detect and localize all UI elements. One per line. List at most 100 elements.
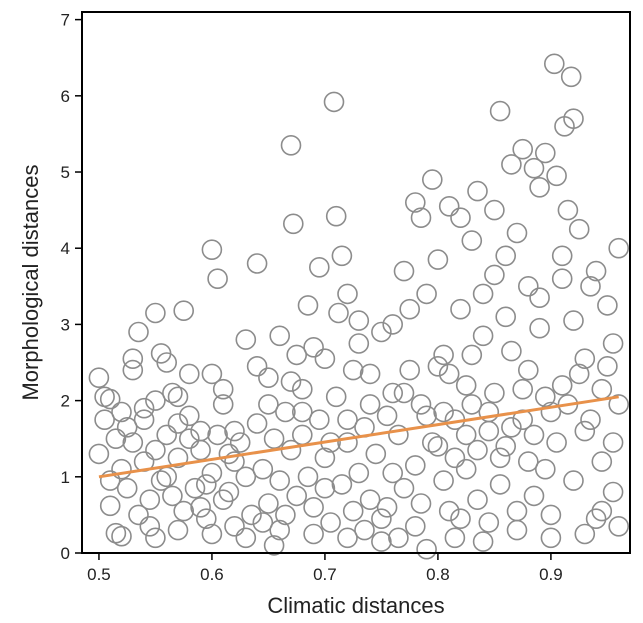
data-point-128 xyxy=(416,405,437,427)
data-point-85 xyxy=(543,53,565,75)
data-point-57 xyxy=(388,527,409,549)
data-point-116 xyxy=(489,474,511,495)
data-point-41 xyxy=(303,336,324,358)
data-point-231 xyxy=(478,401,500,423)
data-point-53 xyxy=(359,394,381,415)
data-point-172 xyxy=(167,447,189,469)
data-point-193 xyxy=(359,363,381,385)
data-point-81 xyxy=(523,157,545,179)
data-point-210 xyxy=(246,355,268,377)
data-point-62 xyxy=(416,538,437,560)
data-point-246 xyxy=(421,432,443,453)
data-point-162 xyxy=(224,515,245,537)
y-tick-label-6: 6 xyxy=(61,87,70,106)
data-point-230 xyxy=(467,439,488,461)
data-point-70 xyxy=(461,230,483,251)
data-point-12 xyxy=(139,515,161,537)
data-point-158 xyxy=(246,413,268,434)
data-point-156 xyxy=(258,493,279,514)
data-point-6 xyxy=(111,525,132,547)
data-point-3 xyxy=(88,443,110,465)
data-point-147 xyxy=(308,409,330,431)
data-point-77 xyxy=(501,154,522,175)
data-point-134 xyxy=(382,462,404,484)
data-point-13 xyxy=(145,302,166,324)
x-tick-label-1: 0.6 xyxy=(200,565,224,584)
data-point-24 xyxy=(201,363,223,385)
data-point-35 xyxy=(275,504,296,526)
data-point-165 xyxy=(207,424,228,446)
data-point-221 xyxy=(404,515,426,537)
y-tick-label-7: 7 xyxy=(61,11,70,30)
data-point-80 xyxy=(517,451,539,472)
data-point-208 xyxy=(314,348,336,370)
data-point-209 xyxy=(280,371,302,392)
data-point-111 xyxy=(517,359,539,381)
data-point-95 xyxy=(585,508,607,530)
data-point-203 xyxy=(484,264,505,286)
data-point-9 xyxy=(122,359,144,381)
data-point-201 xyxy=(551,245,573,267)
data-point-168 xyxy=(190,439,211,461)
data-point-186 xyxy=(133,409,155,431)
data-point-247 xyxy=(410,394,432,415)
data-point-155 xyxy=(263,428,285,450)
data-point-32 xyxy=(258,367,279,389)
data-point-145 xyxy=(320,512,341,533)
data-point-101 xyxy=(602,333,624,354)
data-point-56 xyxy=(382,382,404,404)
data-point-207 xyxy=(348,333,370,354)
data-point-120 xyxy=(467,489,488,511)
data-point-188 xyxy=(190,420,211,442)
data-point-202 xyxy=(517,275,539,297)
data-point-49 xyxy=(337,283,358,305)
data-point-59 xyxy=(399,298,421,320)
data-point-63 xyxy=(421,169,443,190)
data-point-194 xyxy=(393,382,415,404)
data-point-74 xyxy=(484,199,505,221)
data-point-103 xyxy=(585,260,607,282)
data-point-36 xyxy=(280,135,302,156)
data-point-189 xyxy=(224,420,245,442)
data-point-187 xyxy=(167,386,189,408)
y-tick-label-0: 0 xyxy=(61,544,70,563)
data-point-7 xyxy=(116,416,138,438)
data-point-184 xyxy=(99,470,121,491)
data-point-216 xyxy=(574,523,596,545)
data-point-244 xyxy=(444,447,466,469)
data-point-104 xyxy=(574,420,596,442)
data-point-142 xyxy=(337,432,358,453)
data-point-171 xyxy=(173,500,194,522)
data-point-23 xyxy=(201,239,223,260)
data-point-43 xyxy=(314,477,336,499)
data-point-67 xyxy=(444,527,466,549)
data-point-130 xyxy=(404,455,426,476)
data-point-190 xyxy=(258,394,279,415)
data-point-117 xyxy=(484,382,505,404)
data-point-169 xyxy=(184,477,206,499)
data-point-20 xyxy=(179,428,200,450)
data-point-118 xyxy=(478,420,500,442)
data-point-242 xyxy=(602,432,624,453)
data-point-19 xyxy=(173,300,194,322)
data-point-89 xyxy=(557,199,579,221)
data-point-220 xyxy=(438,500,460,522)
data-point-0 xyxy=(88,367,110,389)
trend-line xyxy=(98,395,619,479)
data-point-60 xyxy=(404,192,426,213)
data-point-180 xyxy=(122,432,144,453)
data-point-106 xyxy=(551,375,573,396)
data-point-149 xyxy=(297,466,319,488)
data-point-10 xyxy=(128,321,149,343)
x-axis-ticks: 0.5 0.6 0.7 0.8 0.9 xyxy=(87,553,563,584)
data-point-105 xyxy=(563,470,584,491)
data-point-64 xyxy=(427,249,449,270)
data-point-206 xyxy=(382,314,404,335)
data-point-87 xyxy=(551,268,573,290)
data-point-232 xyxy=(489,447,511,469)
x-axis-label: Climatic distances xyxy=(267,593,444,618)
data-point-86 xyxy=(546,165,567,187)
data-point-240 xyxy=(580,409,601,431)
data-point-161 xyxy=(229,432,251,453)
data-point-110 xyxy=(523,485,545,507)
